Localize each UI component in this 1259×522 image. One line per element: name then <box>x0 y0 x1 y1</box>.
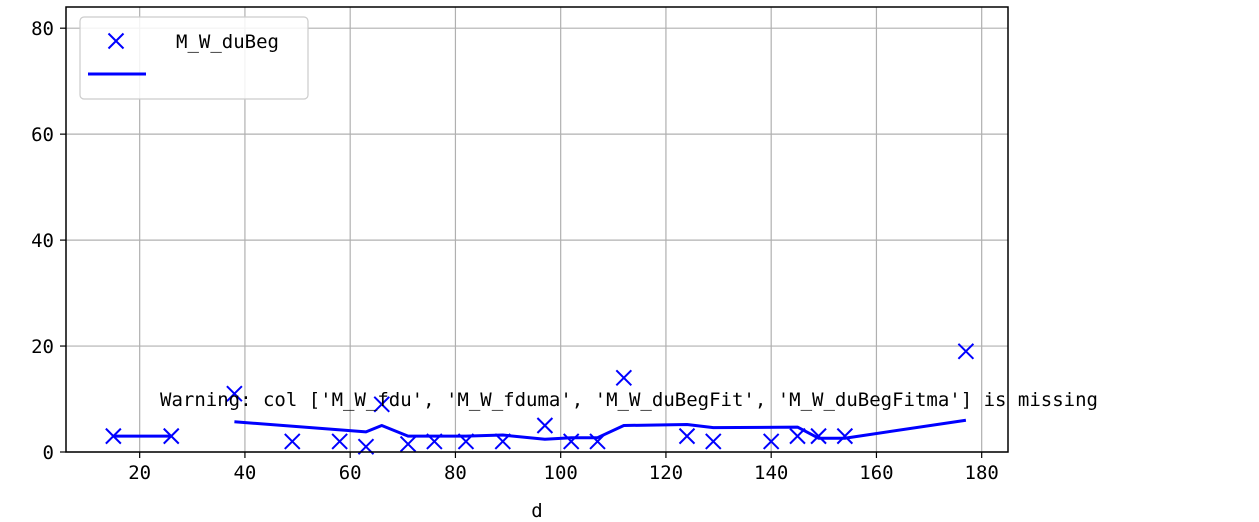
data-point-marker <box>589 433 606 450</box>
y-tick-label: 20 <box>31 336 54 358</box>
data-point-marker <box>762 433 780 450</box>
data-point-marker <box>494 433 512 450</box>
data-point-marker <box>373 396 390 413</box>
data-point-marker <box>163 427 180 445</box>
data-point-marker <box>678 427 696 445</box>
x-tick-label: 80 <box>444 462 467 484</box>
legend-box <box>79 16 309 100</box>
data-point-marker <box>536 417 554 434</box>
x-tick-label: 160 <box>859 462 893 484</box>
x-tick-label: 180 <box>965 462 999 484</box>
fit-line-segment <box>234 418 967 441</box>
data-point-marker <box>615 369 633 387</box>
data-point-marker <box>562 433 580 450</box>
warning-annotation: Warning: col ['M_W_fdu', 'M_W_fduma', 'M… <box>160 389 1098 411</box>
x-tick-label: 100 <box>544 462 578 484</box>
x-tick-label: 40 <box>233 462 256 484</box>
axes-frame <box>65 6 1009 453</box>
data-point-marker <box>957 343 975 360</box>
data-point-marker <box>399 435 417 453</box>
x-tick-label: 140 <box>754 462 788 484</box>
data-point-marker <box>426 433 443 450</box>
ticks: 20 40 60 80 100 120 140 160 180 0 20 40 60 80 <box>31 18 999 484</box>
x-tick-label: 20 <box>128 462 151 484</box>
legend-label: M_W_duBeg <box>176 31 279 53</box>
data-point-marker <box>810 427 827 445</box>
x-tick-label: 60 <box>339 462 362 484</box>
data-point-marker <box>331 433 348 450</box>
data-point-marker <box>836 427 854 445</box>
y-tick-label: 40 <box>31 230 54 252</box>
data-point-marker <box>457 433 475 450</box>
data-point-marker <box>226 385 243 402</box>
y-tick-label: 80 <box>31 18 54 40</box>
legend: M_W_duBeg <box>79 16 309 100</box>
data-point-marker <box>705 433 722 450</box>
x-axis-label: d <box>531 500 542 522</box>
y-tick-label: 0 <box>43 442 54 464</box>
data-point-marker <box>789 427 806 445</box>
y-tick-label: 60 <box>31 124 54 146</box>
series-layer <box>105 343 975 455</box>
x-tick-label: 120 <box>649 462 683 484</box>
data-point-marker <box>284 433 301 450</box>
legend-marker-x <box>107 32 125 50</box>
data-point-marker <box>105 427 122 445</box>
